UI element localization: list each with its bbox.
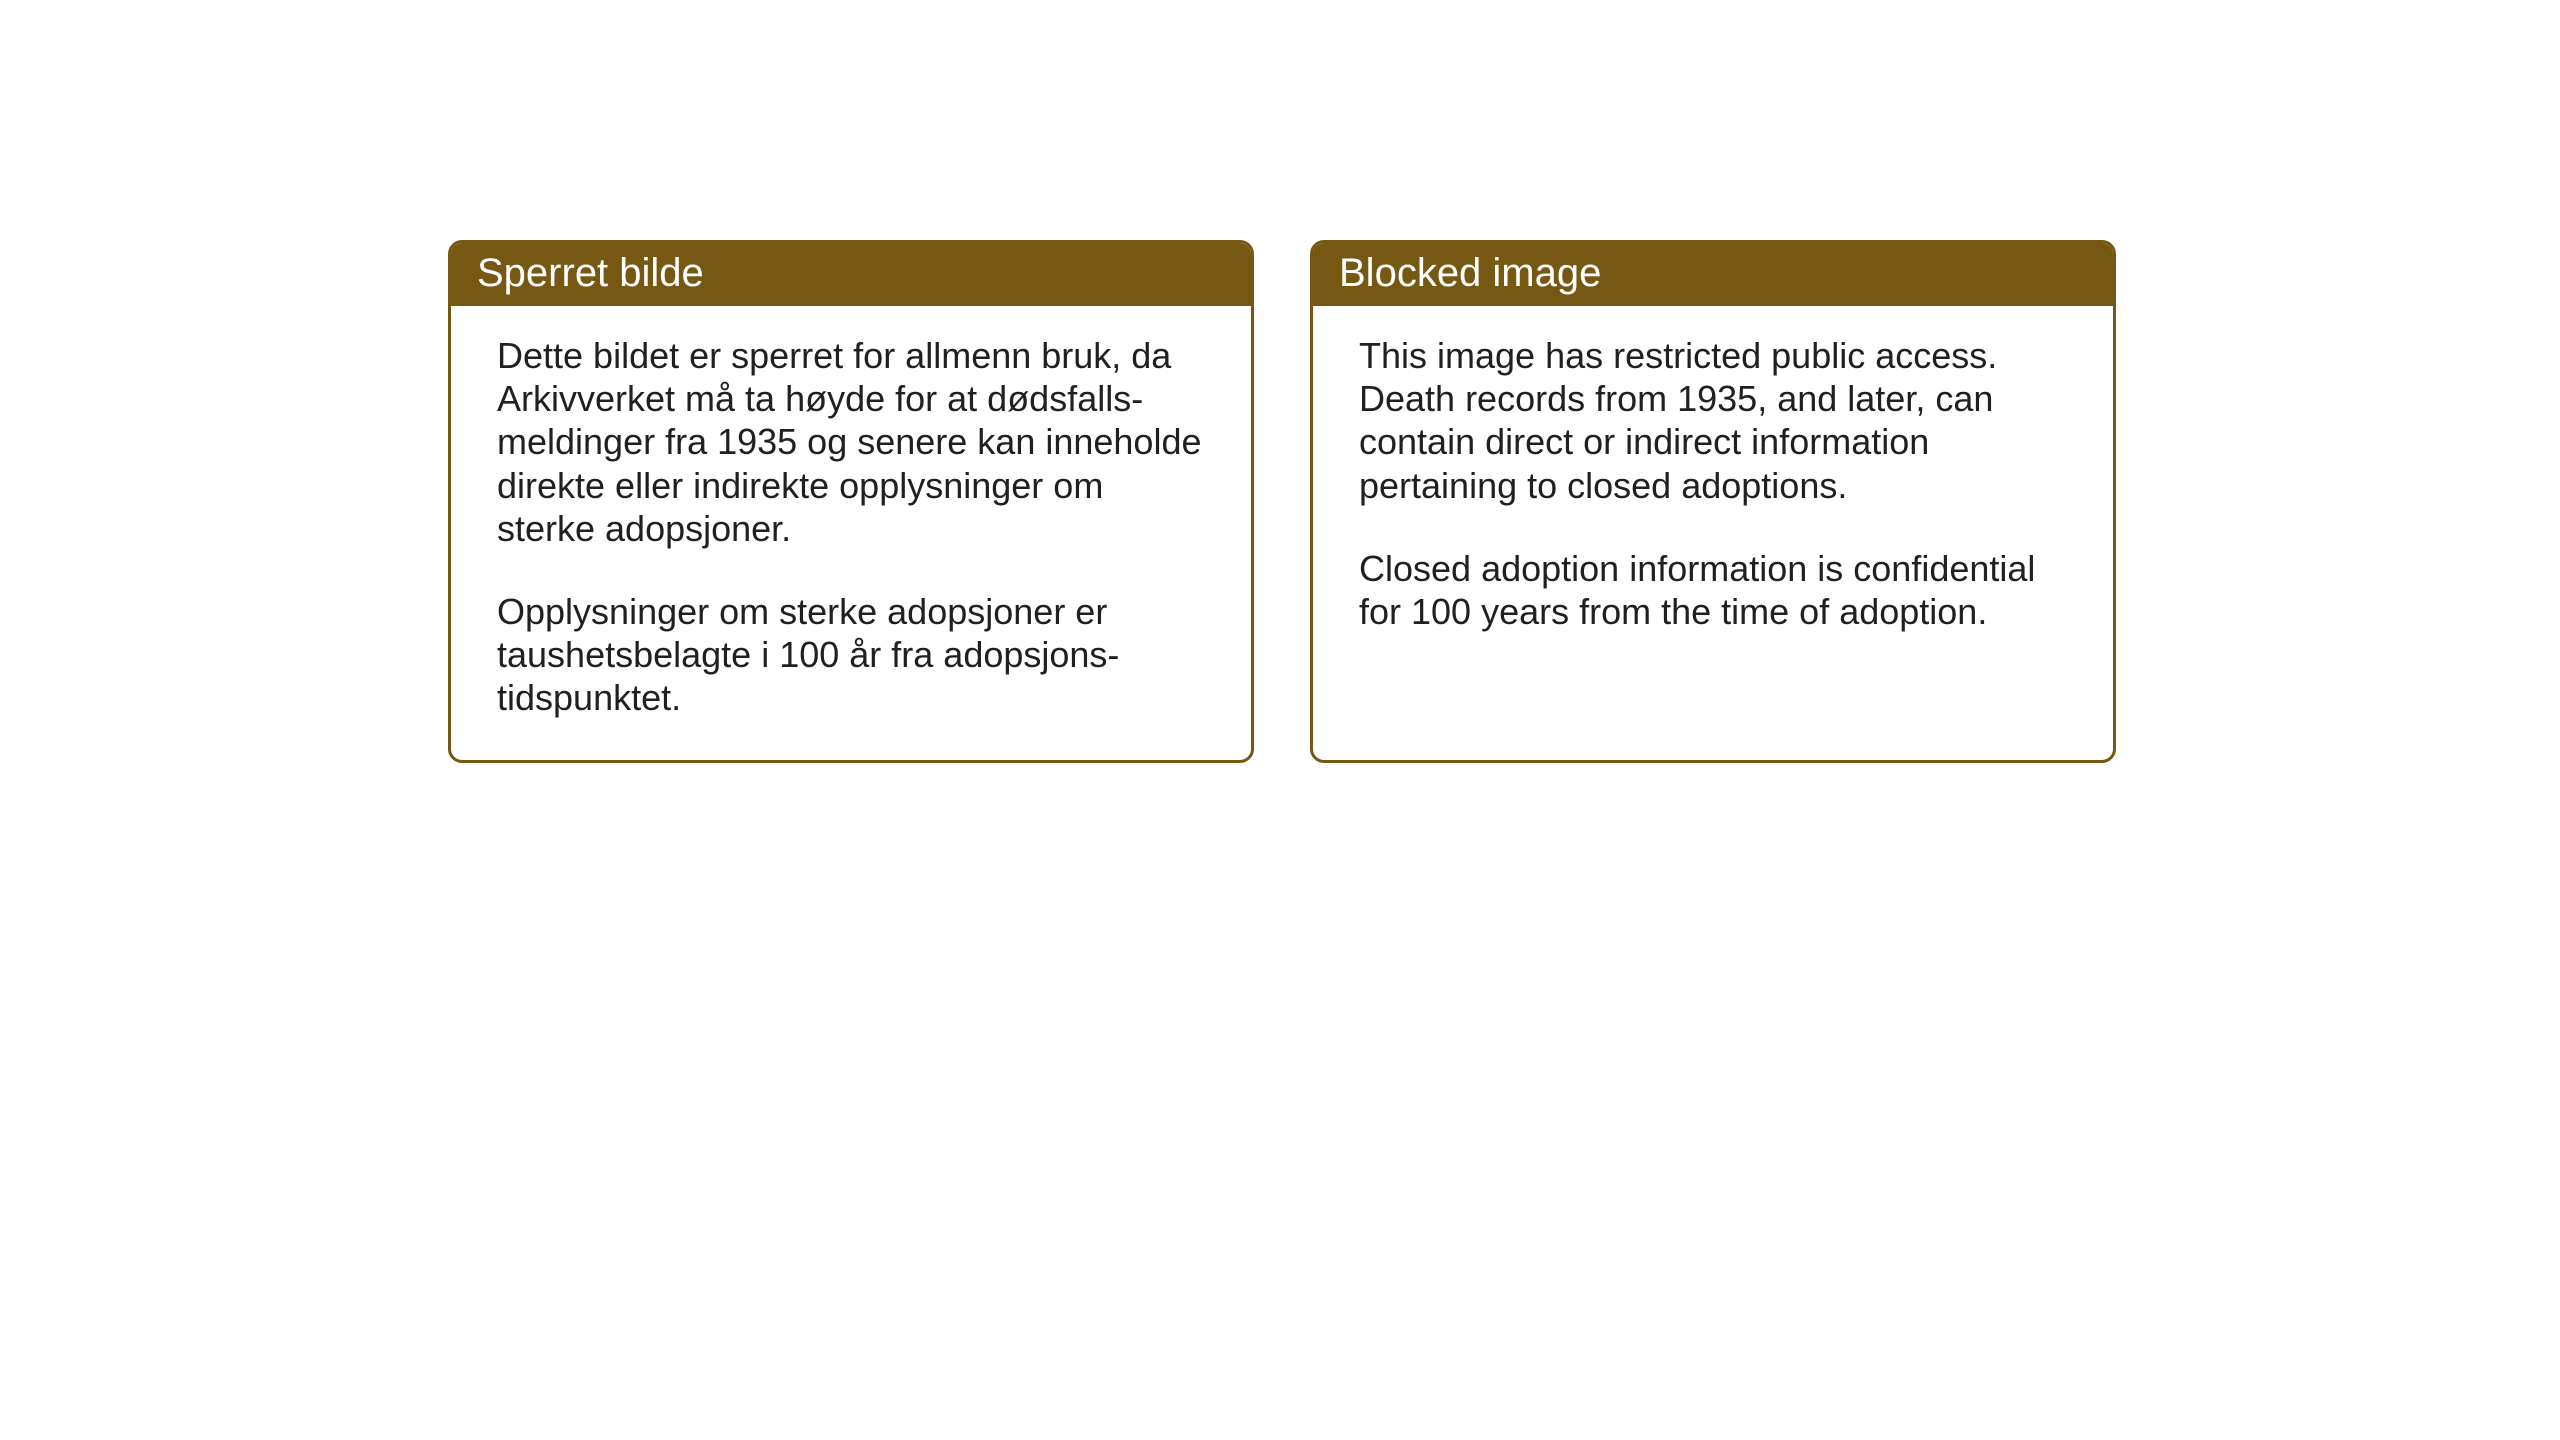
card-paragraph-1-norwegian: Dette bildet er sperret for allmenn bruk… bbox=[497, 334, 1205, 550]
card-title-norwegian: Sperret bilde bbox=[477, 251, 704, 295]
cards-container: Sperret bilde Dette bildet er sperret fo… bbox=[448, 240, 2116, 763]
card-title-english: Blocked image bbox=[1339, 251, 1601, 295]
card-paragraph-1-english: This image has restricted public access.… bbox=[1359, 334, 2067, 507]
card-english: Blocked image This image has restricted … bbox=[1310, 240, 2116, 763]
card-norwegian: Sperret bilde Dette bildet er sperret fo… bbox=[448, 240, 1254, 763]
card-body-norwegian: Dette bildet er sperret for allmenn bruk… bbox=[451, 306, 1251, 760]
card-body-english: This image has restricted public access.… bbox=[1313, 306, 2113, 746]
card-paragraph-2-english: Closed adoption information is confident… bbox=[1359, 547, 2067, 633]
card-header-english: Blocked image bbox=[1313, 243, 2113, 306]
card-paragraph-2-norwegian: Opplysninger om sterke adopsjoner er tau… bbox=[497, 590, 1205, 720]
card-header-norwegian: Sperret bilde bbox=[451, 243, 1251, 306]
